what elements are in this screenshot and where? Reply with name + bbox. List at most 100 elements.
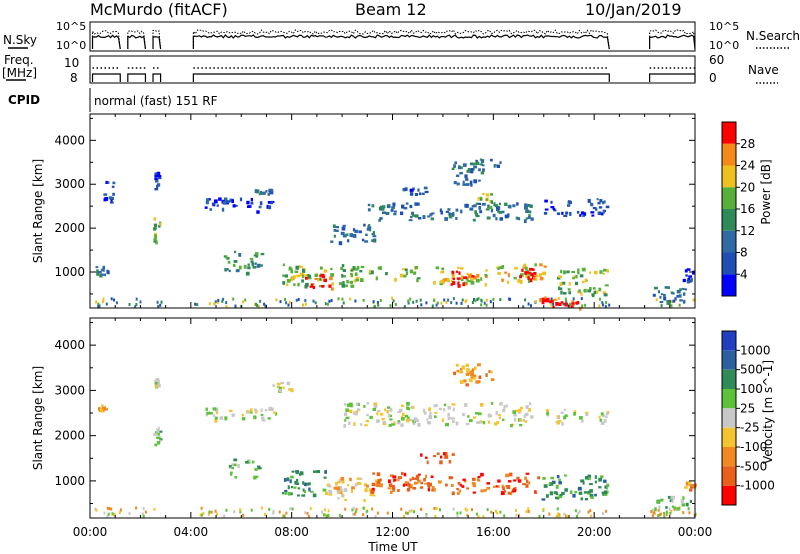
echo-cell <box>477 515 480 519</box>
echo-cell <box>653 511 656 515</box>
echo-cell <box>568 291 571 295</box>
echo-cell <box>344 498 348 502</box>
echo-cell <box>417 473 421 476</box>
echo-cell <box>558 302 562 306</box>
echo-cell <box>490 510 493 514</box>
echo-cell <box>578 491 583 495</box>
echo-cell <box>282 263 285 267</box>
echo-cell <box>463 276 467 279</box>
echo-cell <box>458 165 461 170</box>
echo-cell <box>468 378 473 383</box>
echo-cell <box>452 407 455 412</box>
echo-cell <box>373 402 378 407</box>
echo-cell <box>153 237 157 241</box>
echo-cell <box>369 492 374 497</box>
echo-cell <box>462 366 465 370</box>
echo-cell <box>666 301 669 305</box>
echo-cell <box>214 416 218 420</box>
echo-cell <box>527 204 531 207</box>
echo-cell <box>394 277 397 282</box>
echo-cell <box>403 472 407 477</box>
echo-cell <box>433 455 437 458</box>
echo-cell <box>448 460 452 464</box>
echo-cell <box>434 411 438 414</box>
echo-cell <box>461 485 465 488</box>
echo-cell <box>556 475 560 479</box>
freq-trace <box>127 73 147 82</box>
echo-cell <box>159 438 163 441</box>
echo-cell <box>543 484 548 488</box>
colorbar-segment <box>722 209 736 231</box>
echo-cell <box>360 265 365 269</box>
echo-cell <box>297 282 300 287</box>
echo-cell <box>669 511 672 515</box>
echo-cell <box>254 408 257 412</box>
echo-cell <box>239 510 242 514</box>
echo-cell <box>351 489 354 494</box>
echo-cell <box>214 199 218 204</box>
echo-cell <box>424 190 429 194</box>
echo-cell <box>157 426 160 430</box>
echo-cell <box>598 486 602 489</box>
echo-cell <box>465 183 470 186</box>
echo-cell <box>364 240 369 243</box>
echo-cell <box>602 210 605 214</box>
echo-cell <box>558 481 562 485</box>
echo-cell <box>297 494 300 497</box>
echo-cell <box>459 267 464 270</box>
echo-cell <box>485 373 488 377</box>
echo-cell <box>664 286 668 289</box>
echo-cell <box>430 217 434 221</box>
echo-cell <box>590 514 593 518</box>
echo-cell <box>314 301 317 305</box>
echo-cell <box>112 181 116 185</box>
echo-cell <box>490 200 493 204</box>
echo-cell <box>465 363 469 366</box>
echo-cell <box>458 489 461 493</box>
echo-cell <box>360 423 363 426</box>
echo-cell <box>401 204 405 209</box>
echo-cell <box>207 512 210 516</box>
echo-cell <box>362 513 365 517</box>
echo-cell <box>672 292 675 295</box>
echo-cell <box>354 510 357 514</box>
echo-cell <box>440 271 445 274</box>
echo-cell <box>299 265 303 268</box>
echo-cell <box>651 514 654 518</box>
echo-cell <box>253 475 257 480</box>
echo-cell <box>284 489 288 492</box>
echo-cell <box>368 488 373 492</box>
echo-cell <box>589 509 592 513</box>
echo-cell <box>565 300 568 304</box>
echo-cell <box>543 211 548 215</box>
echo-cell <box>345 416 350 420</box>
echo-cell <box>600 475 604 479</box>
echo-cell <box>685 502 689 507</box>
echo-cell <box>587 289 592 293</box>
echo-cell <box>541 300 545 305</box>
echo-cell <box>301 274 304 279</box>
nsearch-trace <box>152 29 162 50</box>
echo-cell <box>354 272 358 276</box>
echo-cell <box>342 269 346 272</box>
echo-cell <box>494 509 497 513</box>
echo-cell <box>560 269 563 274</box>
echo-cell <box>412 486 417 490</box>
beam-title: Beam 12 <box>355 0 427 19</box>
echo-cell <box>209 208 212 211</box>
echo-cell <box>409 204 413 209</box>
echo-cell <box>160 300 163 304</box>
echo-cell <box>423 411 427 415</box>
echo-cell <box>289 479 292 484</box>
echo-cell <box>569 490 573 494</box>
echo-cell <box>225 255 228 259</box>
echo-cell <box>499 298 502 302</box>
echo-cell <box>527 510 530 513</box>
echo-cell <box>564 474 567 477</box>
echo-cell <box>513 276 517 280</box>
echo-cell <box>657 508 660 512</box>
echo-cell <box>663 511 666 515</box>
echo-cell <box>469 207 474 211</box>
echo-cell <box>653 286 658 290</box>
echo-cell <box>388 483 393 488</box>
